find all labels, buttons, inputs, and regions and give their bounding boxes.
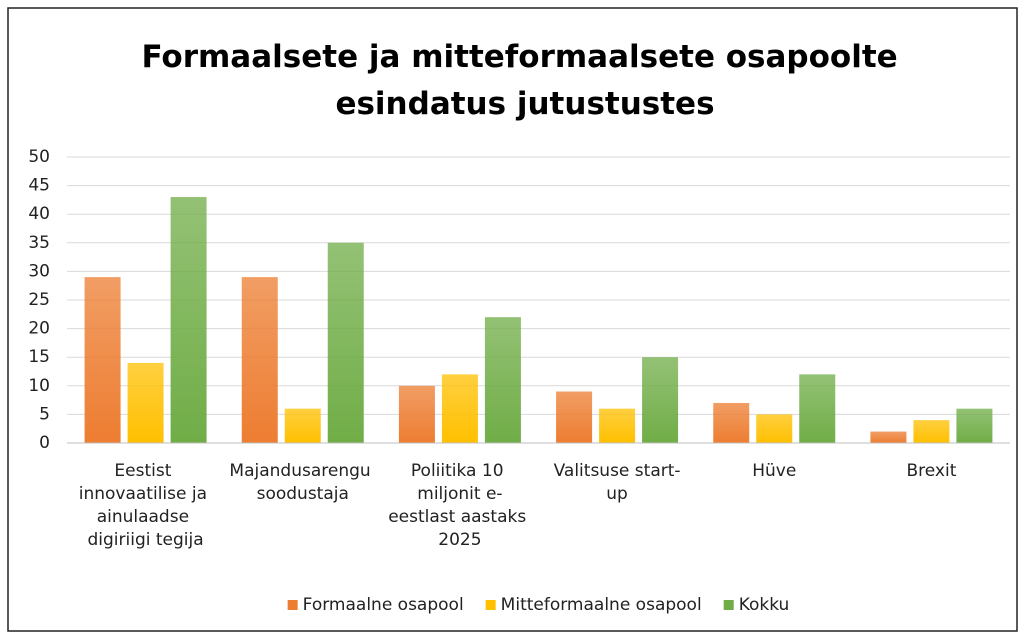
bar <box>956 408 993 443</box>
y-tick-label: 40 <box>28 204 50 224</box>
y-tick-label: 45 <box>28 176 50 196</box>
legend-swatch <box>485 600 496 610</box>
y-tick-label: 30 <box>28 261 50 281</box>
x-tick-label: Poliitika 10 miljonit e-eestlast aastaks… <box>388 461 531 550</box>
y-tick-label: 5 <box>39 404 50 424</box>
bar <box>327 242 364 443</box>
chart-title: Formaalsete ja mitteformaalsete osapoolt… <box>142 39 909 122</box>
bar <box>441 374 478 443</box>
bar <box>870 431 907 443</box>
bar <box>913 420 950 443</box>
y-tick-label: 35 <box>28 233 50 253</box>
bar <box>642 357 679 443</box>
bar <box>84 277 121 443</box>
bar <box>556 391 593 443</box>
legend: Formaalne osapool Mitteformaalne osapool K… <box>287 595 790 615</box>
x-tick-label: Majandusarengu soodustaja <box>229 461 376 504</box>
x-tick-label: Brexit <box>906 461 956 481</box>
x-tick-label: Hüve <box>752 461 796 481</box>
bar <box>127 362 164 443</box>
bar <box>170 197 207 443</box>
y-tick-label: 50 <box>28 147 50 167</box>
y-tick-label: 20 <box>28 319 50 339</box>
legend-swatch <box>723 600 734 610</box>
y-tick-label: 25 <box>28 290 50 310</box>
y-tick-label: 0 <box>39 433 50 453</box>
y-tick-label: 15 <box>28 347 50 367</box>
legend-label: Formaalne osapool <box>303 595 464 615</box>
x-tick-label: Eestist innovaatilise ja ainulaadse digi… <box>79 461 213 550</box>
legend-label: Kokku <box>739 595 790 615</box>
y-tick-label: 10 <box>28 376 50 396</box>
bar <box>713 402 750 443</box>
bar <box>398 385 435 443</box>
bar <box>484 317 521 443</box>
legend-label: Mitteformaalne osapool <box>501 595 702 615</box>
bar <box>599 408 636 443</box>
bar <box>799 374 836 443</box>
bar <box>756 414 793 443</box>
legend-swatch <box>287 600 298 610</box>
bar <box>241 277 278 443</box>
bar <box>284 408 321 443</box>
x-tick-label: Valitsuse start-up <box>554 461 681 504</box>
